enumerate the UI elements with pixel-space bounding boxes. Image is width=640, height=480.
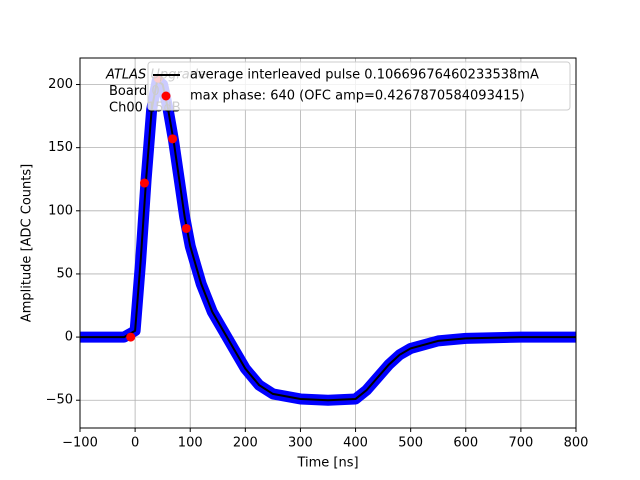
legend-label: max phase: 640 (OFC amp=0.42678705840934… [190, 89, 525, 104]
x-tick-label: 0 [131, 436, 139, 451]
legend-label: average interleaved pulse 0.106696764602… [190, 68, 539, 83]
legend-marker [161, 91, 171, 101]
y-tick-label: 50 [56, 266, 73, 281]
y-tick-label: −50 [46, 393, 73, 408]
x-tick-label: 400 [343, 436, 368, 451]
x-tick-label: −100 [62, 436, 98, 451]
axes-frame [79, 57, 577, 429]
y-tick-label: 200 [48, 77, 73, 92]
x-axis-label: Time [ns] [296, 456, 358, 471]
x-tick-label: 800 [564, 436, 589, 451]
y-tick-label: 100 [48, 203, 73, 218]
max-phase-point [139, 178, 149, 188]
annotation: Board 0 [109, 84, 160, 99]
legend-box [147, 61, 571, 111]
x-tick-label: 600 [453, 436, 478, 451]
y-tick-label: 0 [65, 330, 73, 345]
x-tick-label: 500 [398, 436, 423, 451]
x-tick-label: 300 [288, 436, 313, 451]
y-tick-label: 150 [48, 140, 73, 155]
y-axis-label: Amplitude [ADC Counts] [20, 164, 35, 322]
x-tick-label: 700 [508, 436, 533, 451]
max-phase-point [126, 332, 136, 342]
max-phase-point [181, 223, 191, 233]
x-tick-label: 200 [233, 436, 258, 451]
max-phase-point [168, 134, 178, 144]
x-tick-label: 100 [178, 436, 203, 451]
